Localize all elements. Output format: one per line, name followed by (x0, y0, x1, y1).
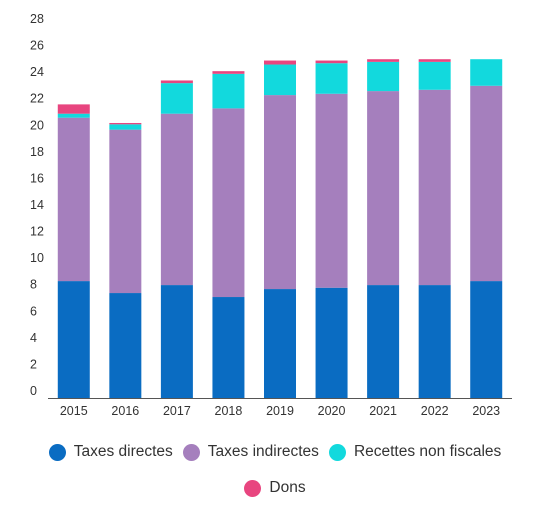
bar-segment-taxes-directes-2017[interactable] (160, 285, 193, 398)
bar-segment-dons-2016[interactable] (109, 122, 142, 125)
legend-row-1: Taxes directes Taxes indirectes Recettes… (0, 443, 550, 461)
legend-swatch (244, 479, 262, 497)
legend-swatch (182, 443, 200, 461)
bar-segment-dons-2015[interactable] (57, 104, 90, 114)
legend-item-recettes-non-fiscales[interactable]: Recettes non fiscales (328, 443, 502, 461)
bar-segment-recettes-non-fiscales-2020[interactable] (315, 63, 348, 94)
legend-label: Taxes indirectes (207, 443, 319, 460)
y-tick-label: 2 (30, 357, 37, 371)
x-tick-label: 2019 (266, 404, 294, 418)
legend-label: Dons (269, 479, 306, 496)
legend-item-dons[interactable]: Dons (244, 479, 306, 497)
bar-segment-dons-2020[interactable] (315, 60, 348, 64)
x-tick-label: 2016 (111, 404, 139, 418)
x-tick-label: 2017 (163, 404, 191, 418)
bar-segment-taxes-indirectes-2016[interactable] (109, 129, 142, 294)
bar-segment-taxes-directes-2022[interactable] (418, 285, 451, 398)
bar-segment-recettes-non-fiscales-2023[interactable] (470, 59, 503, 86)
y-tick-label: 26 (30, 39, 44, 53)
bar-segment-taxes-directes-2020[interactable] (315, 287, 348, 398)
legend-label: Taxes directes (73, 443, 173, 460)
bar-segment-recettes-non-fiscales-2015[interactable] (57, 113, 90, 118)
bar-segment-taxes-directes-2019[interactable] (264, 289, 296, 398)
bar-segment-taxes-directes-2021[interactable] (367, 285, 400, 398)
legend-row-2: Dons (0, 479, 550, 497)
y-tick-label: 0 (30, 384, 37, 398)
y-tick-label: 22 (30, 92, 44, 106)
bar-segment-taxes-directes-2015[interactable] (57, 281, 90, 398)
y-tick-label: 14 (30, 198, 44, 212)
bar-segment-taxes-indirectes-2021[interactable] (367, 91, 400, 286)
bar-segment-recettes-non-fiscales-2021[interactable] (367, 61, 400, 92)
bar-segment-dons-2018[interactable] (212, 71, 245, 74)
y-tick-label: 8 (30, 278, 37, 292)
x-tick-label: 2022 (421, 404, 449, 418)
y-tick-label: 16 (30, 171, 44, 185)
bar-segment-taxes-indirectes-2019[interactable] (264, 95, 296, 290)
bar-segment-recettes-non-fiscales-2018[interactable] (212, 73, 245, 109)
y-tick-label: 12 (30, 225, 44, 239)
x-axis-ticks: 2015 2016 2017 2018 2019 2020 2021 2022 2023 (60, 404, 500, 418)
legend-item-taxes-indirectes[interactable]: Taxes indirectes (182, 443, 319, 461)
bar-segment-dons-2022[interactable] (418, 59, 451, 62)
legend-swatch (328, 443, 346, 461)
bar-segment-recettes-non-fiscales-2017[interactable] (160, 83, 193, 114)
legend-item-taxes-directes[interactable]: Taxes directes (48, 443, 173, 461)
y-tick-label: 4 (30, 331, 37, 345)
x-tick-label: 2020 (318, 404, 346, 418)
x-tick-label: 2015 (60, 404, 88, 418)
bar-segment-taxes-indirectes-2023[interactable] (470, 85, 503, 282)
bar-segment-recettes-non-fiscales-2022[interactable] (418, 61, 451, 90)
bar-segment-taxes-indirectes-2015[interactable] (57, 117, 90, 282)
y-tick-label: 20 (30, 118, 44, 132)
bar-segment-taxes-indirectes-2018[interactable] (212, 108, 245, 298)
y-tick-label: 24 (30, 65, 44, 79)
legend-label: Recettes non fiscales (353, 443, 502, 460)
bars (57, 59, 503, 398)
bar-segment-recettes-non-fiscales-2019[interactable] (264, 64, 296, 96)
bar-segment-taxes-indirectes-2020[interactable] (315, 93, 348, 288)
bar-segment-taxes-indirectes-2022[interactable] (418, 89, 451, 286)
bar-segment-recettes-non-fiscales-2016[interactable] (109, 124, 142, 130)
bar-segment-taxes-directes-2018[interactable] (212, 297, 245, 398)
y-tick-label: 10 (30, 251, 44, 265)
y-tick-label: 18 (30, 145, 44, 159)
bar-segment-taxes-indirectes-2017[interactable] (160, 113, 193, 286)
bar-segment-dons-2017[interactable] (160, 80, 193, 84)
bar-segment-taxes-directes-2023[interactable] (470, 281, 503, 398)
bar-segment-dons-2021[interactable] (367, 59, 400, 62)
x-tick-label: 2023 (472, 404, 500, 418)
x-tick-label: 2021 (369, 404, 397, 418)
x-tick-label: 2018 (215, 404, 243, 418)
legend-swatch (48, 443, 66, 461)
y-tick-label: 6 (30, 304, 37, 318)
y-tick-label: 28 (30, 12, 44, 26)
bar-segment-dons-2019[interactable] (264, 60, 296, 65)
bar-segment-taxes-directes-2016[interactable] (109, 293, 142, 398)
